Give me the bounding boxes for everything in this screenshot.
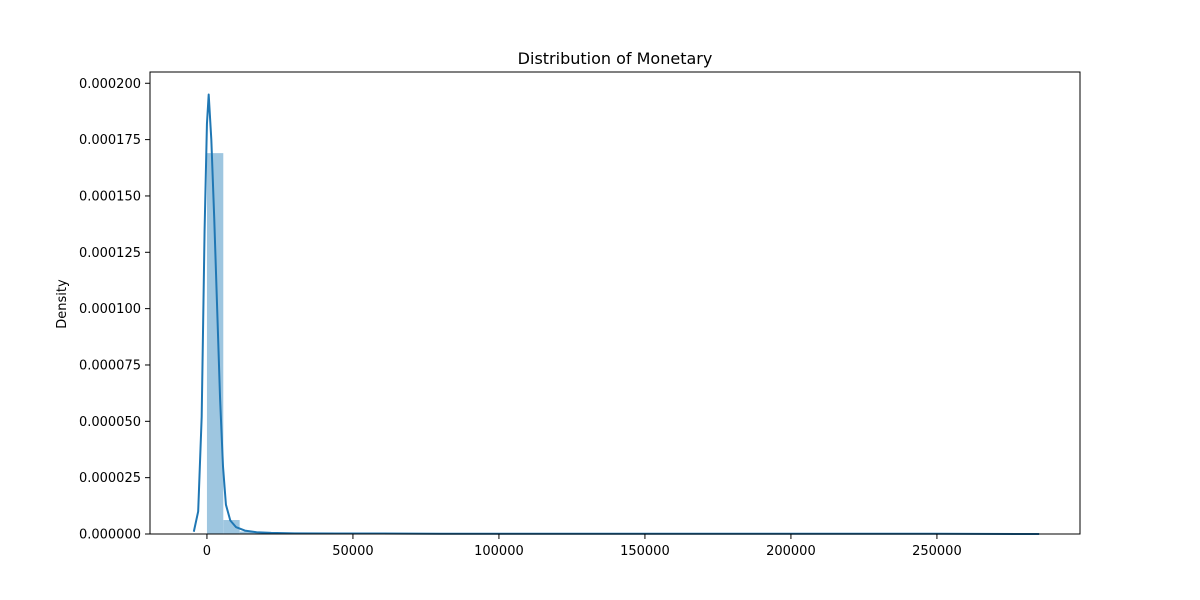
y-tick-label: 0.000025 [79, 471, 141, 486]
plot-area [192, 93, 1040, 535]
y-tick-label: 0.000000 [79, 528, 141, 543]
x-tick-label: 150000 [620, 544, 670, 559]
histogram-bar [206, 153, 224, 534]
x-tick-label: 50000 [332, 544, 373, 559]
axes: 0 50000 100000 150000 200000 250000 0.000000 0.… [79, 77, 962, 559]
y-tick-label: 0.000050 [79, 415, 141, 430]
histogram-bar [239, 531, 256, 534]
y-tick-label: 0.000125 [79, 246, 141, 261]
y-tick-label: 0.000100 [79, 302, 141, 317]
plot-frame [149, 71, 1081, 535]
y-tick-label: 0.000175 [79, 133, 141, 148]
chart-title: Distribution of Monetary [518, 49, 713, 68]
x-tick-label: 0 [203, 544, 211, 559]
y-tick-label: 0.000150 [79, 189, 141, 204]
y-axis-label: Density [55, 279, 70, 329]
kde-line [192, 93, 1040, 535]
histogram-bar [223, 520, 240, 534]
x-tick-label: 250000 [912, 544, 962, 559]
x-tick-label: 100000 [474, 544, 524, 559]
y-tick-label: 0.000075 [79, 358, 141, 373]
x-tick-label: 200000 [766, 544, 816, 559]
y-tick-label: 0.000200 [79, 77, 141, 92]
